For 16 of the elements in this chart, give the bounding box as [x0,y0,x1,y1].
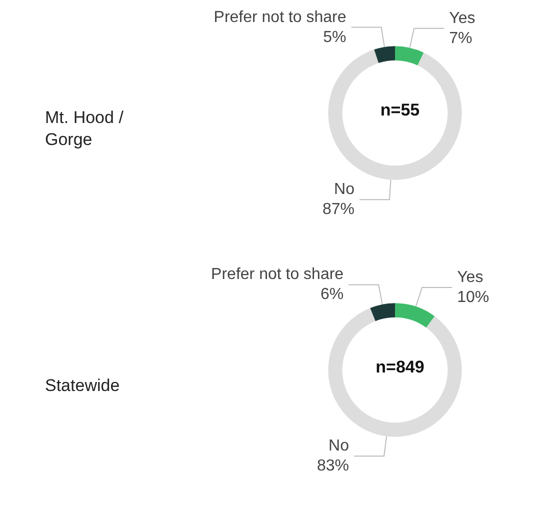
slice-label: Prefer not to share [214,8,346,26]
text: Mt. Hood / Gorge [45,108,124,149]
slice-label: No [334,181,355,198]
data-label: 83% [316,458,350,475]
text: n=55 [380,100,420,120]
text: n=849 [376,358,424,376]
data-label: 5% [323,28,346,46]
slice-label: Yes [449,10,476,27]
slice-label: Yes [457,269,484,286]
text: Statewide [45,376,120,395]
slice-label: No [328,438,350,455]
data-label: 7% [449,30,472,47]
data-label: 87% [322,201,354,218]
slice-label: Prefer not to share [211,266,344,284]
data-label: 6% [320,286,344,304]
data-label: 10% [457,289,490,306]
